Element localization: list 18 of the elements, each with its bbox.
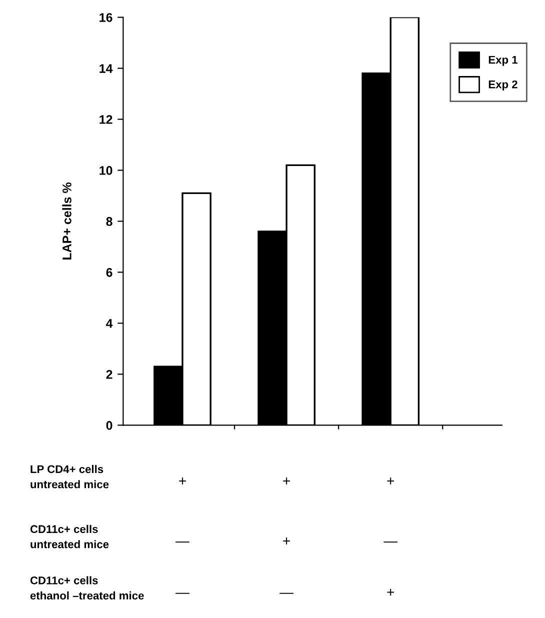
text: CD11c+ cells ethanol –treated mice: [30, 576, 144, 600]
category-label: + — —: [176, 478, 190, 594]
y-tick-label: 0: [106, 420, 112, 430]
y-tick-label: 4: [106, 319, 113, 328]
text: CD11c+ cells untreated mice: [30, 524, 109, 548]
y-tick-label: 12: [100, 115, 112, 124]
y-tick-label: 6: [106, 268, 112, 277]
y-tick-label: 14: [100, 64, 113, 73]
text: LP CD4+ cells untreated mice: [30, 464, 109, 488]
y-tick-label: 2: [106, 370, 112, 379]
y-tick-label: 8: [106, 217, 112, 226]
y-axis-title: LAP+ cells %: [62, 182, 72, 260]
y-tick-label: 16: [100, 13, 112, 22]
category-label: + + —: [280, 478, 294, 594]
y-tick-label: 10: [100, 166, 112, 175]
category-label: + — +: [384, 478, 398, 596]
legend-label: Exp 1: [488, 56, 518, 66]
legend-label: Exp 2: [488, 80, 518, 91]
